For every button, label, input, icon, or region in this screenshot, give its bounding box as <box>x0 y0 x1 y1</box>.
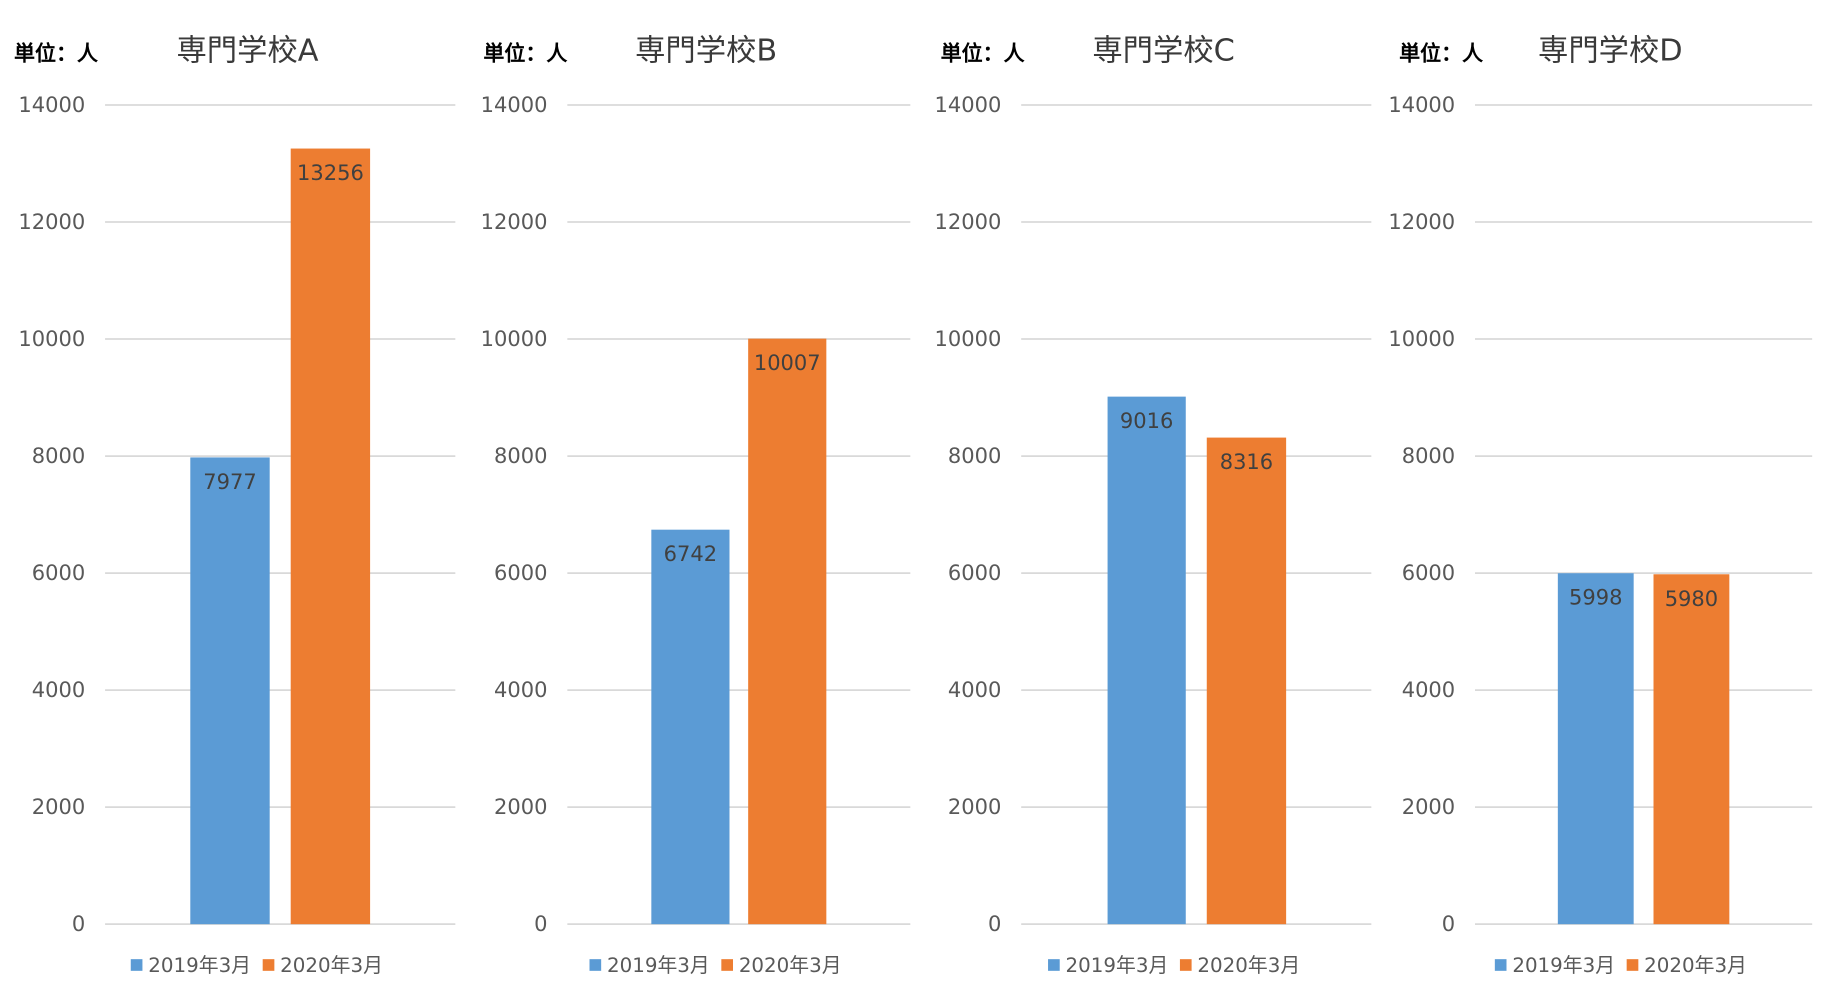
legend-entry: 2019年3月 <box>148 954 251 977</box>
y-tick-label: 12000 <box>1388 210 1455 234</box>
legend-swatch <box>1494 959 1507 971</box>
y-tick-label: 10000 <box>18 327 85 351</box>
y-tick-label: 0 <box>72 912 85 936</box>
data-label: 8316 <box>1220 450 1273 474</box>
y-tick-label: 6000 <box>948 561 1001 585</box>
legend-swatch <box>1179 959 1192 971</box>
legend-entry: 2019年3月 <box>1066 954 1169 977</box>
y-tick-label: 8000 <box>32 444 85 468</box>
chart-school-b: 単位：人 専門学校B 0 2000 4000 6000 8000 10000 12000 1400… <box>481 34 911 977</box>
y-tick-label: 12000 <box>935 210 1002 234</box>
y-tick-label: 14000 <box>1388 93 1455 117</box>
bar-first <box>1557 573 1634 925</box>
chart-title: 専門学校A <box>176 34 318 69</box>
chart-school-d: 単位：人 専門学校D 0 2000 4000 6000 8000 10000 12000 1400… <box>1388 34 1813 977</box>
data-label: 9016 <box>1120 409 1173 433</box>
y-tick-label: 10000 <box>481 327 548 351</box>
legend-entry: 2020年3月 <box>280 954 383 977</box>
chart-school-c: 単位：人 専門学校C 0 2000 4000 6000 8000 10000 12000 1400… <box>935 34 1372 977</box>
y-tick-label: 0 <box>988 912 1001 936</box>
y-tick-label: 6000 <box>32 561 85 585</box>
legend-swatch <box>589 959 602 971</box>
bar-second <box>1653 574 1730 925</box>
y-tick-label: 12000 <box>18 210 85 234</box>
data-label: 10007 <box>754 351 821 375</box>
legend-swatch <box>1626 959 1639 971</box>
data-label: 5998 <box>1569 586 1622 610</box>
y-tick-label: 8000 <box>1402 444 1455 468</box>
legend-entry: 2020年3月 <box>1644 954 1747 977</box>
data-label: 7977 <box>203 470 256 494</box>
y-tick-label: 6000 <box>494 561 547 585</box>
chart-school-a: 単位：人 専門学校A 0 2000 4000 6000 8000 10000 12000 1400… <box>14 34 456 977</box>
bar-first <box>651 529 730 925</box>
bar-second <box>290 148 371 925</box>
y-tick-label: 0 <box>1442 912 1455 936</box>
unit-label: 単位：人 <box>941 42 1025 66</box>
data-label: 5980 <box>1665 587 1718 611</box>
bar-second <box>1206 437 1287 925</box>
y-tick-label: 2000 <box>948 795 1001 819</box>
y-tick-label: 2000 <box>32 795 85 819</box>
y-tick-label: 2000 <box>494 795 547 819</box>
y-tick-label: 0 <box>534 912 547 936</box>
unit-label: 単位：人 <box>483 42 567 66</box>
y-tick-label: 4000 <box>948 678 1001 702</box>
data-label: 13256 <box>297 161 364 185</box>
unit-label: 単位：人 <box>1399 42 1483 66</box>
bar-first <box>190 457 270 925</box>
y-tick-label: 12000 <box>481 210 548 234</box>
y-tick-label: 14000 <box>935 93 1002 117</box>
data-label: 6742 <box>664 542 717 566</box>
y-tick-label: 8000 <box>948 444 1001 468</box>
y-tick-label: 10000 <box>1388 327 1455 351</box>
y-tick-label: 10000 <box>935 327 1002 351</box>
y-tick-label: 8000 <box>494 444 547 468</box>
legend-swatch <box>130 959 143 971</box>
chart-title: 専門学校D <box>1538 34 1683 69</box>
y-tick-label: 4000 <box>1402 678 1455 702</box>
y-tick-label: 6000 <box>1402 561 1455 585</box>
y-tick-label: 2000 <box>1402 795 1455 819</box>
legend-swatch <box>262 959 275 971</box>
legend-entry: 2019年3月 <box>607 954 710 977</box>
unit-label: 単位：人 <box>14 42 98 66</box>
bar-first <box>1107 396 1186 925</box>
chart-title: 専門学校B <box>635 34 777 69</box>
chart-title: 専門学校C <box>1092 34 1235 69</box>
legend-swatch <box>1048 959 1060 971</box>
y-tick-label: 14000 <box>18 93 85 117</box>
bar-second <box>748 338 827 925</box>
y-tick-label: 14000 <box>481 93 548 117</box>
legend-swatch <box>721 959 733 971</box>
legend-entry: 2020年3月 <box>739 954 842 977</box>
legend-entry: 2019年3月 <box>1512 954 1615 977</box>
y-tick-label: 4000 <box>494 678 547 702</box>
legend-entry: 2020年3月 <box>1197 954 1300 977</box>
y-tick-label: 4000 <box>32 678 85 702</box>
